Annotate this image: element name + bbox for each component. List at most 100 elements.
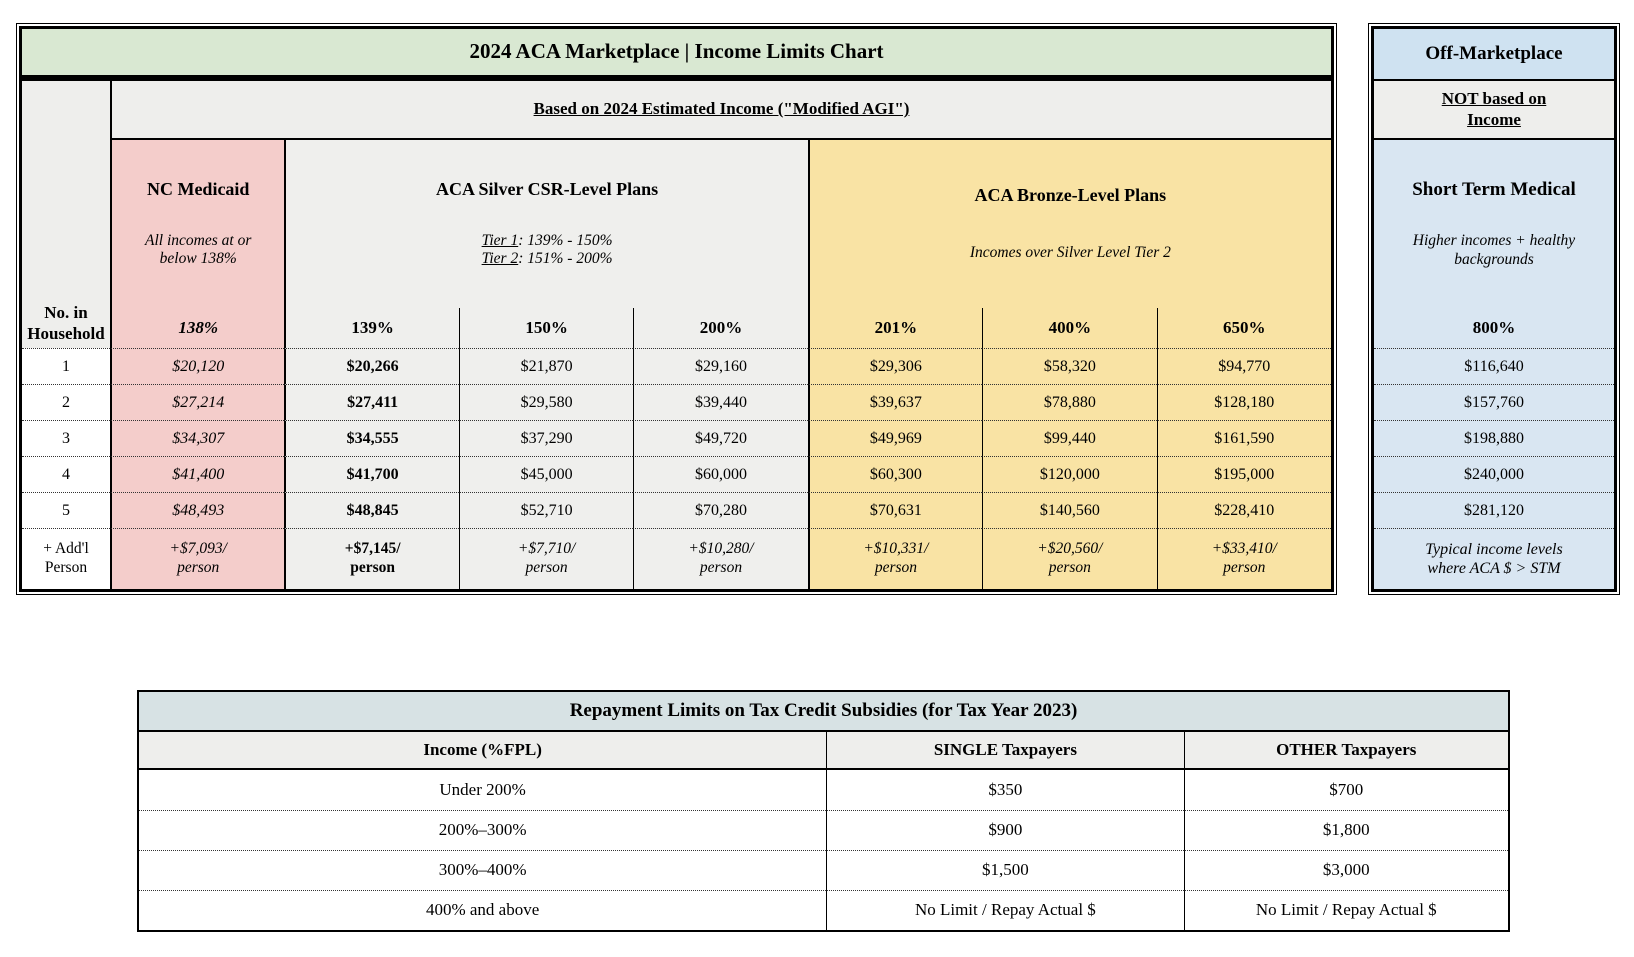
income-limits-table: 2024 ACA Marketplace | Income Limits Cha… (16, 23, 1337, 595)
panel-subtitle: NOT based on Income (1374, 81, 1614, 140)
silver-tier1-line: Tier 1: 139% - 150% (481, 231, 613, 249)
silver-group-header: ACA Silver CSR-Level Plans Tier 1: 139% … (284, 140, 808, 308)
bronze-title: ACA Bronze-Level Plans (974, 185, 1167, 206)
addl-cell-200: +$10,280/ person (633, 528, 808, 589)
income-cell-201: $29,306 (807, 348, 983, 384)
addl-cell-139: +$7,145/ person (284, 528, 459, 589)
income-cell-650: $195,000 (1156, 456, 1331, 492)
percent-header-201: 201% (807, 308, 983, 348)
percent-header-650: 650% (1156, 308, 1331, 348)
single-limit-cell: $900 (826, 810, 1184, 850)
fpl-range-cell: 200%–300% (139, 810, 827, 850)
medicaid-title: NC Medicaid (146, 179, 250, 200)
income-cell-150: $37,290 (458, 420, 634, 456)
percent-header-400: 400% (982, 308, 1157, 348)
panel-heading-block: Short Term Medical Higher incomes + heal… (1374, 140, 1614, 308)
silver-tier2-line: Tier 2: 151% - 200% (481, 250, 613, 268)
income-cell-150: $52,710 (458, 492, 634, 528)
off-marketplace-panel: Off-Marketplace NOT based on Income Shor… (1368, 23, 1620, 595)
silver-title: ACA Silver CSR-Level Plans (435, 179, 659, 200)
household-addl-person-cell: + Add'l Person (22, 528, 110, 589)
other-limit-cell: $1,800 (1183, 810, 1508, 850)
income-limits-table-grid: 2024 ACA Marketplace | Income Limits Cha… (19, 26, 1334, 592)
income-cell-400: $78,880 (982, 384, 1157, 420)
percent-header-200: 200% (633, 308, 808, 348)
income-cell-201: $70,631 (807, 492, 983, 528)
household-size-cell: 3 (22, 420, 110, 456)
stm-income-cell: $240,000 (1374, 456, 1614, 492)
income-cell-400: $120,000 (982, 456, 1157, 492)
single-limit-cell: No Limit / Repay Actual $ (826, 890, 1184, 930)
repayment-table-title: Repayment Limits on Tax Credit Subsidies… (139, 692, 1508, 732)
income-cell-200: $60,000 (633, 456, 808, 492)
income-cell-200: $39,440 (633, 384, 808, 420)
household-size-cell: 4 (22, 456, 110, 492)
percent-header-800: 800% (1374, 308, 1614, 348)
income-cell-139: $48,845 (284, 492, 459, 528)
income-cell-200: $70,280 (633, 492, 808, 528)
bronze-group-header: ACA Bronze-Level Plans Incomes over Silv… (807, 140, 1331, 308)
column-header-other-taxpayers: OTHER Taxpayers (1183, 732, 1508, 770)
addl-cell-138: +$7,093/ person (110, 528, 285, 589)
income-cell-150: $29,580 (458, 384, 634, 420)
income-cell-138: $48,493 (110, 492, 285, 528)
single-limit-cell: $350 (826, 770, 1184, 810)
other-limit-cell: No Limit / Repay Actual $ (1183, 890, 1508, 930)
household-size-cell: 2 (22, 384, 110, 420)
income-cell-139: $20,266 (284, 348, 459, 384)
percent-header-150: 150% (458, 308, 634, 348)
income-cell-201: $60,300 (807, 456, 983, 492)
income-cell-650: $228,410 (1156, 492, 1331, 528)
income-cell-150: $45,000 (458, 456, 634, 492)
percent-header-139: 139% (284, 308, 459, 348)
silver-tiers: Tier 1: 139% - 150% Tier 2: 151% - 200% (482, 232, 613, 269)
income-cell-650: $161,590 (1156, 420, 1331, 456)
stm-income-cell: $116,640 (1374, 348, 1614, 384)
medicaid-group-header: NC Medicaid All incomes at or below 138% (110, 140, 285, 308)
addl-cell-650: +$33,410/ person (1156, 528, 1331, 589)
addl-cell-400: +$20,560/ person (982, 528, 1157, 589)
table-title: 2024 ACA Marketplace | Income Limits Cha… (22, 29, 1331, 81)
column-header-income-fpl: Income (%FPL) (139, 732, 827, 770)
stm-income-cell: $198,880 (1374, 420, 1614, 456)
percent-header-138: 138% (110, 308, 285, 348)
off-marketplace-grid: Off-Marketplace NOT based on Income Shor… (1371, 26, 1617, 592)
panel-title: Off-Marketplace (1374, 29, 1614, 81)
panel-note: Higher incomes + healthy backgrounds (1412, 232, 1576, 268)
stm-income-cell: $157,760 (1374, 384, 1614, 420)
income-cell-138: $41,400 (110, 456, 285, 492)
income-cell-139: $41,700 (284, 456, 459, 492)
income-cell-650: $128,180 (1156, 384, 1331, 420)
household-size-cell: 1 (22, 348, 110, 384)
medicaid-note: All incomes at or below 138% (145, 231, 252, 268)
income-cell-200: $49,720 (633, 420, 808, 456)
fpl-range-cell: 300%–400% (139, 850, 827, 890)
household-column-header: No. in Household (22, 81, 110, 348)
income-cell-139: $27,411 (284, 384, 459, 420)
column-header-single-taxpayers: SINGLE Taxpayers (826, 732, 1184, 770)
income-cell-138: $34,307 (110, 420, 285, 456)
fpl-range-cell: Under 200% (139, 770, 827, 810)
bronze-note: Incomes over Silver Level Tier 2 (969, 244, 1171, 262)
income-cell-138: $27,214 (110, 384, 285, 420)
panel-footer-note: Typical income levels where ACA $ > STM (1374, 528, 1614, 589)
income-cell-400: $140,560 (982, 492, 1157, 528)
income-cell-200: $29,160 (633, 348, 808, 384)
single-limit-cell: $1,500 (826, 850, 1184, 890)
table-subtitle: Based on 2024 Estimated Income ("Modifie… (110, 81, 1331, 140)
repayment-limits-grid: Repayment Limits on Tax Credit Subsidies… (137, 690, 1510, 932)
panel-heading: Short Term Medical (1412, 178, 1576, 200)
household-size-cell: 5 (22, 492, 110, 528)
income-cell-139: $34,555 (284, 420, 459, 456)
addl-cell-150: +$7,710/ person (458, 528, 634, 589)
repayment-limits-table: Repayment Limits on Tax Credit Subsidies… (137, 690, 1510, 932)
other-limit-cell: $700 (1183, 770, 1508, 810)
income-cell-201: $49,969 (807, 420, 983, 456)
other-limit-cell: $3,000 (1183, 850, 1508, 890)
fpl-range-cell: 400% and above (139, 890, 827, 930)
income-cell-400: $99,440 (982, 420, 1157, 456)
stm-income-cell: $281,120 (1374, 492, 1614, 528)
income-cell-400: $58,320 (982, 348, 1157, 384)
income-cell-201: $39,637 (807, 384, 983, 420)
